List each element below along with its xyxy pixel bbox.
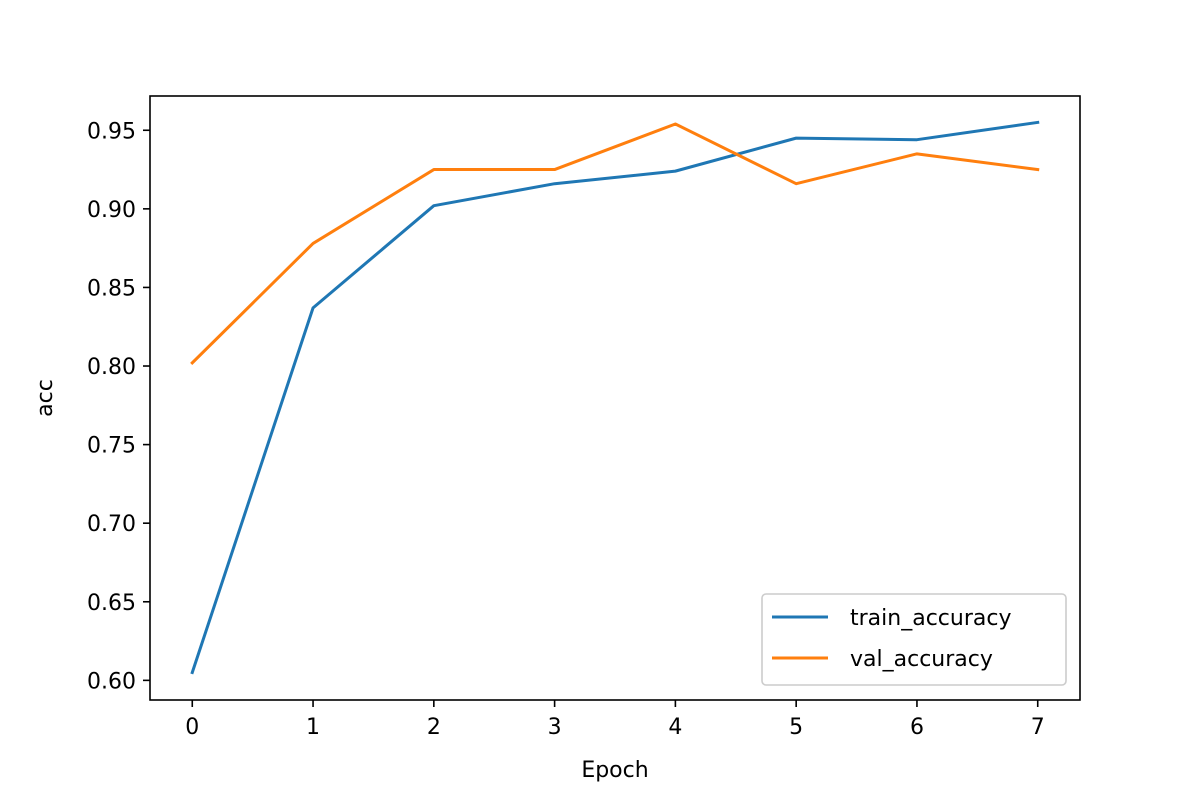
series-line-val-accuracy — [190, 122, 1040, 365]
x-tick-label: 0 — [185, 715, 199, 740]
legend-label: train_accuracy — [850, 606, 1011, 631]
y-tick-label: 0.60 — [87, 669, 136, 694]
legend: train_accuracy val_accuracy — [761, 593, 1067, 686]
y-tick-label: 0.65 — [87, 591, 136, 616]
series-layer — [190, 120, 1040, 675]
y-tick-label: 0.80 — [87, 355, 136, 380]
y-tick-label: 0.95 — [87, 119, 136, 144]
x-axis-label: Epoch — [581, 758, 648, 783]
x-tick-label: 5 — [789, 715, 803, 740]
legend-frame — [761, 593, 1067, 686]
y-tick-label: 0.90 — [87, 198, 136, 223]
x-tick-label: 1 — [306, 715, 320, 740]
x-tick-label: 4 — [668, 715, 682, 740]
plot-area-frame — [149, 95, 1081, 701]
y-tick-label: 0.75 — [87, 434, 136, 459]
x-tick-label: 6 — [910, 715, 924, 740]
x-tick-label: 2 — [427, 715, 441, 740]
y-tick-label: 0.70 — [87, 512, 136, 537]
x-tick-label: 3 — [548, 715, 562, 740]
x-axis: 0 1 2 3 4 5 6 7 — [185, 700, 1045, 740]
y-tick-label: 0.85 — [87, 276, 136, 301]
y-axis-label: acc — [33, 379, 58, 417]
series-line-train-accuracy — [190, 120, 1040, 675]
x-tick-label: 7 — [1031, 715, 1045, 740]
legend-label: val_accuracy — [850, 647, 993, 672]
y-axis: 0.60 0.65 0.70 0.75 0.80 0.85 0.90 0.95 — [87, 119, 150, 694]
